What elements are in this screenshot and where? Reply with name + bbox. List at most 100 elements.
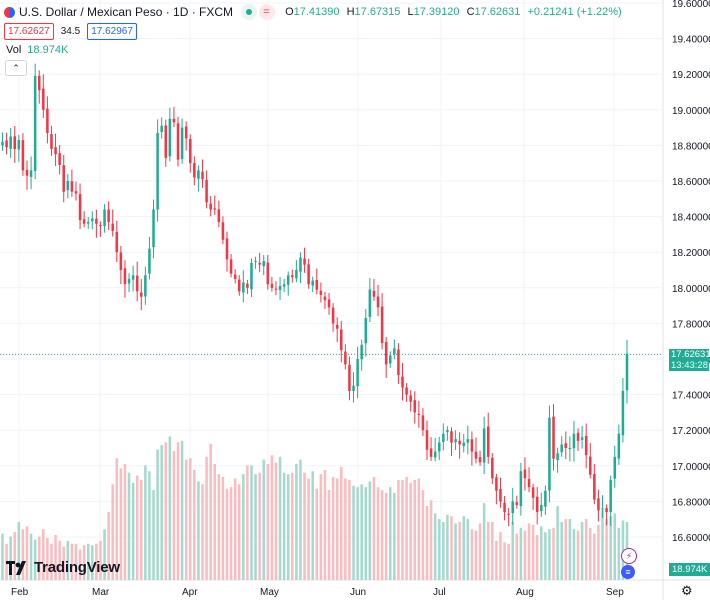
volume-bar — [442, 522, 445, 580]
candle-body — [115, 232, 119, 253]
market-open-icon[interactable] — [241, 4, 258, 20]
candle-body — [450, 431, 453, 443]
volume-bar — [46, 537, 49, 580]
candle-body — [291, 275, 294, 278]
candle-body — [148, 248, 151, 274]
volume-bar — [229, 487, 233, 580]
candle-body — [262, 261, 265, 267]
volume-bar — [478, 523, 482, 580]
candle-body — [405, 387, 408, 395]
candle-body — [205, 179, 208, 203]
candle-body — [29, 170, 33, 177]
tradingview-logo[interactable]: TradingView — [6, 559, 120, 576]
volume-bar — [356, 487, 359, 580]
volume-bar — [213, 464, 217, 580]
volume-bar — [278, 456, 282, 580]
volume-bar — [535, 535, 539, 580]
y-tick-label: 18.40000 — [672, 213, 710, 224]
collapse-legend-button[interactable]: ⌃ — [5, 60, 27, 76]
ohlc-values: O17.41390 H17.67315 L17.39120 C17.62631 … — [285, 6, 622, 18]
candle-body — [335, 324, 339, 329]
volume-bar — [597, 524, 600, 580]
volume-bar — [58, 540, 61, 580]
x-tick-label: Apr — [182, 587, 198, 598]
candle-body — [131, 275, 135, 280]
candle-body — [78, 194, 82, 221]
symbol-icon[interactable] — [4, 6, 15, 18]
candle-body — [266, 262, 270, 285]
data-equal-icon[interactable] — [259, 4, 276, 20]
chart-title[interactable]: U.S. Dollar / Mexican Peso · 1D · FXCM — [19, 5, 234, 19]
y-tick-label: 18.20000 — [672, 248, 710, 259]
volume-bar — [21, 529, 25, 580]
volume-bar — [29, 533, 33, 580]
candle-body — [356, 359, 359, 387]
candle-body — [588, 456, 592, 475]
y-tick-label: 18.80000 — [672, 141, 710, 152]
volume-bar — [352, 485, 355, 580]
volume-bar — [307, 478, 310, 580]
volume-value: 18.974K — [27, 44, 69, 56]
candle-body — [246, 283, 249, 288]
candle-body — [470, 439, 474, 452]
volume-bar — [409, 482, 412, 580]
candle-body — [621, 391, 625, 436]
volume-bar — [262, 459, 265, 580]
volume-bar — [605, 519, 608, 580]
volume-bar — [593, 533, 596, 580]
candle-body — [535, 496, 539, 513]
sell-button[interactable]: 17.62627 — [4, 23, 54, 40]
candle-body — [344, 351, 347, 365]
candle-body — [37, 75, 41, 91]
candle-body — [401, 376, 404, 388]
volume-bar — [82, 545, 86, 580]
candle-body — [617, 433, 621, 459]
volume-bar — [486, 522, 490, 580]
volume-bar — [503, 542, 506, 580]
volume-bar — [123, 464, 127, 580]
volume-bar — [172, 450, 176, 580]
candle-body — [127, 278, 131, 284]
candle-body — [601, 508, 604, 510]
candle-body — [250, 262, 253, 290]
volume-bar — [340, 466, 343, 580]
volume-bar — [311, 471, 314, 580]
buy-button[interactable]: 17.62967 — [87, 23, 137, 40]
volume-bar — [556, 506, 559, 580]
candle-body — [233, 274, 237, 279]
candle-body — [593, 473, 596, 500]
candle-body — [625, 353, 629, 391]
volume-bar — [515, 533, 519, 580]
volume-bar — [335, 478, 339, 580]
candle-body — [409, 395, 412, 402]
candle-body — [515, 502, 519, 505]
volume-bar — [54, 535, 57, 580]
candle-body — [584, 436, 588, 456]
volume-bar — [454, 523, 457, 580]
volume-bar — [111, 484, 114, 580]
lightning-icon[interactable]: ⚡ — [621, 548, 637, 564]
candle-body — [50, 134, 53, 149]
candle-body — [466, 439, 470, 443]
candle-body — [25, 169, 29, 176]
us-flag-icon[interactable]: ≡ — [621, 565, 635, 579]
volume-bar — [291, 472, 294, 580]
volume-bar — [617, 527, 621, 580]
volume-bar — [99, 540, 102, 580]
volume-bar — [548, 529, 551, 580]
candle-body — [176, 123, 180, 160]
volume-bar — [140, 479, 143, 580]
candle-body — [319, 290, 323, 295]
candle-body — [156, 132, 159, 210]
y-tick-label: 16.60000 — [672, 533, 710, 544]
volume-bar — [184, 459, 188, 580]
candle-body — [168, 118, 172, 157]
volume-bar — [429, 500, 433, 580]
volume-bar — [609, 516, 612, 580]
x-tick-label: May — [260, 587, 279, 598]
volume-bar — [360, 484, 363, 580]
gear-icon[interactable]: ⚙ — [681, 583, 693, 598]
volume-bar — [527, 523, 531, 580]
spread-value: 34.5 — [60, 26, 81, 37]
